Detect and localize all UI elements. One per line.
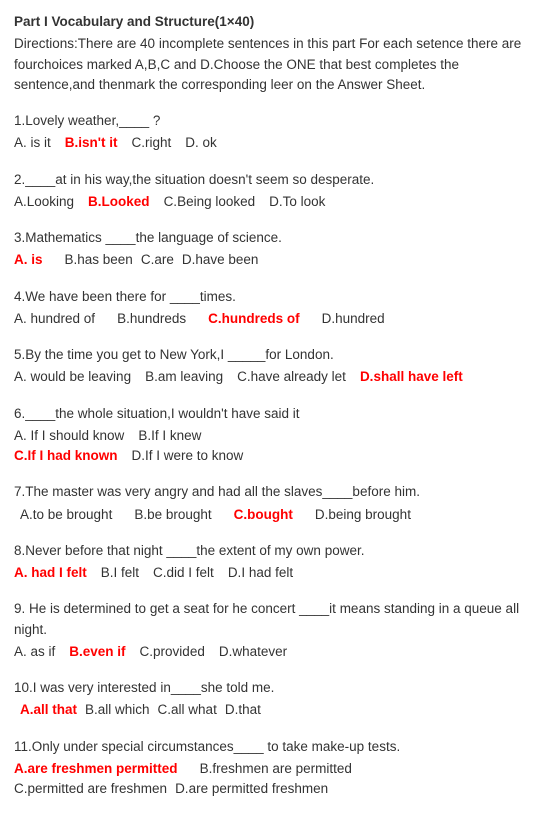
options-row: A. would be leaving B.am leaving C.have al…	[14, 367, 540, 387]
option: C.hundreds of	[208, 309, 300, 329]
question-text: 5.By the time you get to New York,I ____…	[14, 345, 540, 365]
question-block: 1.Lovely weather,____ ?A. is it B.isn't i…	[14, 111, 540, 154]
option: B.freshmen are permitted	[200, 759, 352, 779]
option: D.If I were to know	[132, 446, 244, 466]
option: A.are freshmen permitted	[14, 759, 178, 779]
options-row: C.permitted are freshmen D.are permitted …	[14, 779, 540, 799]
question-block: 11.Only under special circumstances____ …	[14, 737, 540, 800]
directions-text: Directions:There are 40 incomplete sente…	[14, 34, 540, 95]
question-block: 5.By the time you get to New York,I ____…	[14, 345, 540, 388]
options-row: A. is B.has been C.are D.have been	[14, 250, 540, 270]
option: A.Looking	[14, 192, 74, 212]
option: D.whatever	[219, 642, 287, 662]
option: C.did I felt	[153, 563, 214, 583]
questions-list: 1.Lovely weather,____ ?A. is it B.isn't i…	[14, 111, 540, 799]
option: C.are	[141, 250, 174, 270]
option: A. had I felt	[14, 563, 87, 583]
option: A. If I should know	[14, 426, 124, 446]
options-row: A. If I should know B.If I knew	[14, 426, 540, 446]
options-row: A.to be brought B.be brought C.bought D.bei…	[14, 505, 540, 525]
option: D.that	[225, 700, 261, 720]
question-text: 8.Never before that night ____the extent…	[14, 541, 540, 561]
option: B.isn't it	[65, 133, 118, 153]
question-text: 4.We have been there for ____times.	[14, 287, 540, 307]
option: B.am leaving	[145, 367, 223, 387]
options-row: A.all that B.all which C.all what D.that	[14, 700, 540, 720]
options-row: A. hundred of B.hundreds C.hundreds of D.hu…	[14, 309, 540, 329]
question-block: 10.I was very interested in____she told …	[14, 678, 540, 721]
question-text: 1.Lovely weather,____ ?	[14, 111, 540, 131]
option: D.have been	[182, 250, 259, 270]
question-block: 7.The master was very angry and had all …	[14, 482, 540, 525]
option: C.right	[131, 133, 171, 153]
option: A.all that	[20, 700, 77, 720]
option: C.If I had known	[14, 446, 118, 466]
question-block: 3.Mathematics ____the language of scienc…	[14, 228, 540, 271]
question-block: 8.Never before that night ____the extent…	[14, 541, 540, 584]
options-row: A.Looking B.Looked C.Being looked D.To look	[14, 192, 540, 212]
option: B.has been	[65, 250, 133, 270]
question-text: 11.Only under special circumstances____ …	[14, 737, 540, 757]
question-block: 4.We have been there for ____times.A. hu…	[14, 287, 540, 330]
option: A. is	[14, 250, 43, 270]
option: C.provided	[140, 642, 205, 662]
question-text: 2.____at in his way,the situation doesn'…	[14, 170, 540, 190]
option: B.even if	[69, 642, 125, 662]
question-block: 2.____at in his way,the situation doesn'…	[14, 170, 540, 213]
option: C.have already let	[237, 367, 346, 387]
options-row: C.If I had known D.If I were to know	[14, 446, 540, 466]
option: A. is it	[14, 133, 51, 153]
question-text: 3.Mathematics ____the language of scienc…	[14, 228, 540, 248]
option: D.are permitted freshmen	[175, 779, 328, 799]
option: C.permitted are freshmen	[14, 779, 167, 799]
options-row: A. is it B.isn't it C.right D. ok	[14, 133, 540, 153]
options-row: A.are freshmen permitted B.freshmen are p…	[14, 759, 540, 779]
option: C.Being looked	[164, 192, 256, 212]
question-text: 6.____the whole situation,I wouldn't hav…	[14, 404, 540, 424]
option: D.I had felt	[228, 563, 293, 583]
part-title: Part I Vocabulary and Structure(1×40)	[14, 12, 540, 32]
option: D. ok	[185, 133, 217, 153]
option: C.all what	[158, 700, 217, 720]
option: A.to be brought	[20, 505, 112, 525]
option: C.bought	[234, 505, 293, 525]
question-text: 10.I was very interested in____she told …	[14, 678, 540, 698]
question-text: 9. He is determined to get a seat for he…	[14, 599, 540, 640]
question-block: 9. He is determined to get a seat for he…	[14, 599, 540, 662]
option: A. would be leaving	[14, 367, 131, 387]
option: B.I felt	[101, 563, 139, 583]
options-row: A. as if B.even if C.provided D.whatever	[14, 642, 540, 662]
option: D.hundred	[322, 309, 385, 329]
option: B.If I knew	[138, 426, 201, 446]
option: A. hundred of	[14, 309, 95, 329]
question-block: 6.____the whole situation,I wouldn't hav…	[14, 404, 540, 467]
option: B.hundreds	[117, 309, 186, 329]
option: B.Looked	[88, 192, 150, 212]
option: B.all which	[85, 700, 150, 720]
option: B.be brought	[134, 505, 211, 525]
option: D.being brought	[315, 505, 411, 525]
option: D.shall have left	[360, 367, 463, 387]
option: A. as if	[14, 642, 55, 662]
question-text: 7.The master was very angry and had all …	[14, 482, 540, 502]
options-row: A. had I felt B.I felt C.did I felt D.I had…	[14, 563, 540, 583]
option: D.To look	[269, 192, 325, 212]
